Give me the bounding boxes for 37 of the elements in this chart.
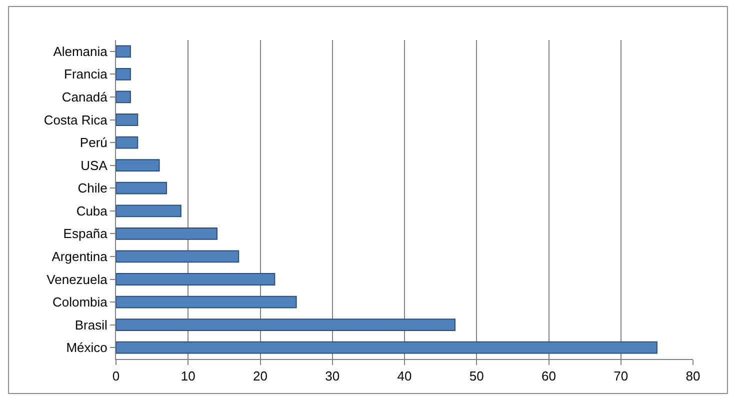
y-tick-label: España bbox=[63, 226, 108, 242]
bar bbox=[116, 182, 167, 194]
y-tick-label: Costa Rica bbox=[44, 112, 108, 128]
bar bbox=[116, 136, 138, 149]
x-tick-label: 10 bbox=[180, 368, 196, 384]
x-tick-label: 30 bbox=[325, 368, 340, 384]
y-tick-label: Alemania bbox=[53, 44, 108, 59]
y-tick-label: Colombia bbox=[52, 294, 108, 310]
bar bbox=[116, 318, 456, 332]
bar bbox=[116, 296, 297, 308]
y-tick-label: Francia bbox=[64, 66, 108, 82]
bar bbox=[116, 341, 658, 354]
x-tick-label: 20 bbox=[253, 368, 268, 384]
x-tick-label: 80 bbox=[686, 368, 700, 384]
y-tick-label: Venezuela bbox=[46, 272, 108, 287]
y-tick-label: Chile bbox=[78, 180, 108, 196]
y-tick-label: USA bbox=[80, 158, 108, 173]
x-tick-label: 50 bbox=[469, 368, 484, 384]
y-tick-label: México bbox=[66, 340, 108, 356]
y-tick-label: Canadá bbox=[62, 90, 108, 105]
x-tick-label: 60 bbox=[542, 368, 556, 384]
bar bbox=[116, 90, 131, 104]
y-tick-label: Argentina bbox=[52, 249, 108, 264]
y-tick-label: Cuba bbox=[76, 203, 108, 218]
bar bbox=[116, 114, 138, 126]
y-tick-label: Brasil bbox=[74, 317, 108, 332]
bar bbox=[116, 45, 131, 58]
bar bbox=[116, 68, 131, 80]
bar bbox=[116, 159, 160, 172]
bar bbox=[116, 227, 218, 240]
x-tick-label: 40 bbox=[397, 368, 412, 384]
bar bbox=[116, 250, 240, 263]
x-tick-label: 70 bbox=[614, 368, 628, 384]
y-tick-label: Perú bbox=[80, 135, 108, 150]
x-tick-label: 0 bbox=[112, 368, 120, 384]
bar bbox=[116, 273, 276, 286]
bar bbox=[116, 204, 182, 218]
